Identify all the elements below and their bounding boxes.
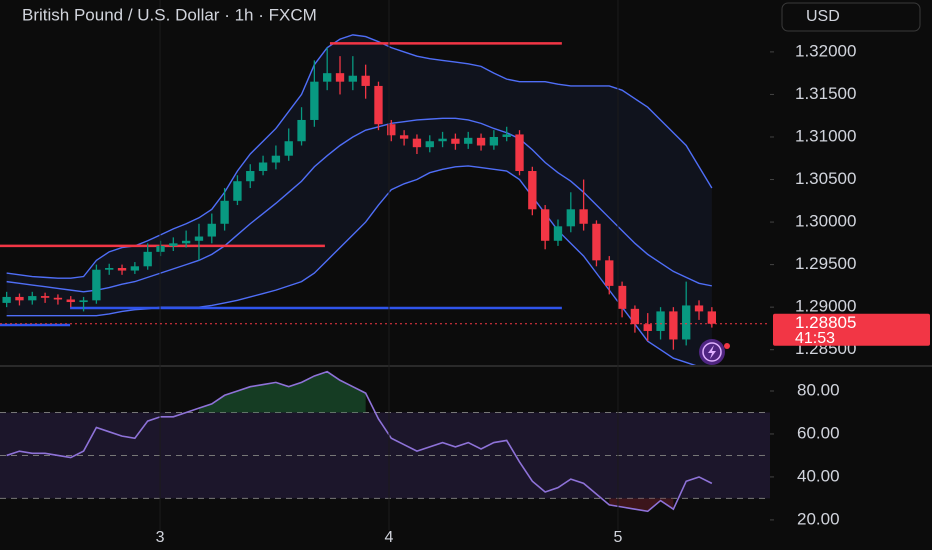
candle-body — [2, 296, 11, 303]
band-fill — [6, 34, 712, 365]
candle-body — [579, 209, 588, 224]
candle-body — [412, 138, 422, 148]
y-tick-label: 20.00 — [797, 509, 840, 528]
candle-body — [271, 155, 281, 163]
candle-body — [592, 223, 601, 261]
band-line — [6, 34, 713, 279]
y-tick-label: 1.30500 — [795, 169, 856, 188]
candle-body — [643, 324, 652, 331]
candle-body — [617, 285, 627, 309]
candle-body — [207, 223, 216, 237]
y-tick-label: 80.00 — [797, 380, 840, 399]
candle-body — [79, 300, 88, 303]
candle-body — [297, 119, 306, 142]
candle-body — [489, 136, 499, 146]
last-price-label: 1.28805 — [795, 313, 856, 332]
candle-body — [348, 75, 357, 82]
last-price-box — [773, 313, 930, 346]
candle-body — [130, 266, 140, 271]
candle-body — [451, 138, 460, 144]
candle-body — [92, 269, 101, 301]
price-pane — [0, 34, 717, 365]
candle-body — [502, 134, 511, 137]
band-line — [6, 165, 697, 365]
candle-body — [194, 236, 204, 241]
band-line — [6, 117, 712, 293]
candle-body — [117, 268, 127, 271]
candle-body — [40, 296, 50, 298]
candle-body — [438, 138, 447, 142]
countdown-label: 41:53 — [795, 330, 835, 347]
candle-body — [540, 209, 550, 241]
y-tick-label: 1.32000 — [795, 41, 856, 60]
candle-body — [656, 311, 665, 331]
y-tick-label: 1.29500 — [795, 254, 856, 273]
rsi-zone-fill — [609, 498, 674, 512]
candle-body — [361, 75, 370, 86]
candle-body — [105, 268, 114, 270]
y-tick-label: 1.31500 — [795, 84, 856, 103]
candle-body — [605, 260, 614, 286]
alert-icon — [699, 339, 730, 365]
candle-body — [181, 240, 191, 244]
candle-body — [682, 305, 691, 340]
candle-body — [284, 141, 293, 156]
currency-label[interactable]: USD — [806, 8, 840, 25]
candle-body — [553, 226, 563, 241]
candle-body — [566, 209, 575, 227]
y-tick-label: 1.30000 — [795, 212, 856, 231]
candle-body — [425, 141, 434, 148]
candle-body — [694, 305, 704, 312]
y-tick-label: 60.00 — [797, 423, 840, 442]
candle-body — [707, 311, 717, 324]
chart-title: British Pound / U.S. Dollar · 1h · FXCM — [22, 5, 317, 24]
candle-body — [528, 171, 537, 210]
y-tick-label: 1.31000 — [795, 126, 856, 145]
rsi-zone-fill — [198, 371, 366, 413]
candle-body — [335, 73, 345, 82]
candle-body — [143, 251, 152, 267]
candle-body — [220, 200, 229, 224]
rsi-line — [6, 370, 713, 513]
candle-body — [387, 124, 396, 136]
candle-body — [310, 81, 319, 120]
rsi-pane — [0, 370, 770, 513]
candle-body — [323, 73, 332, 82]
candle-body — [464, 137, 473, 144]
candle-body — [630, 308, 640, 325]
x-tick-label: 3 — [156, 529, 165, 546]
y-tick-label: 1.29000 — [795, 297, 856, 316]
candle-body — [53, 297, 63, 300]
candle-body — [258, 162, 268, 172]
candle-body — [515, 134, 524, 172]
candle-body — [246, 171, 255, 182]
x-tick-label: 5 — [614, 529, 623, 546]
candle-body — [476, 137, 486, 146]
currency-button[interactable] — [781, 2, 921, 32]
candle-body — [66, 299, 75, 303]
candle-body — [374, 85, 383, 125]
x-tick-label: 4 — [385, 529, 394, 546]
candle-body — [28, 296, 37, 301]
candle-body — [169, 243, 178, 246]
candle-body — [399, 135, 409, 139]
candle-body — [669, 311, 678, 340]
y-tick-label: 40.00 — [797, 466, 840, 485]
candle-body — [233, 181, 242, 201]
candle-body — [15, 296, 24, 301]
